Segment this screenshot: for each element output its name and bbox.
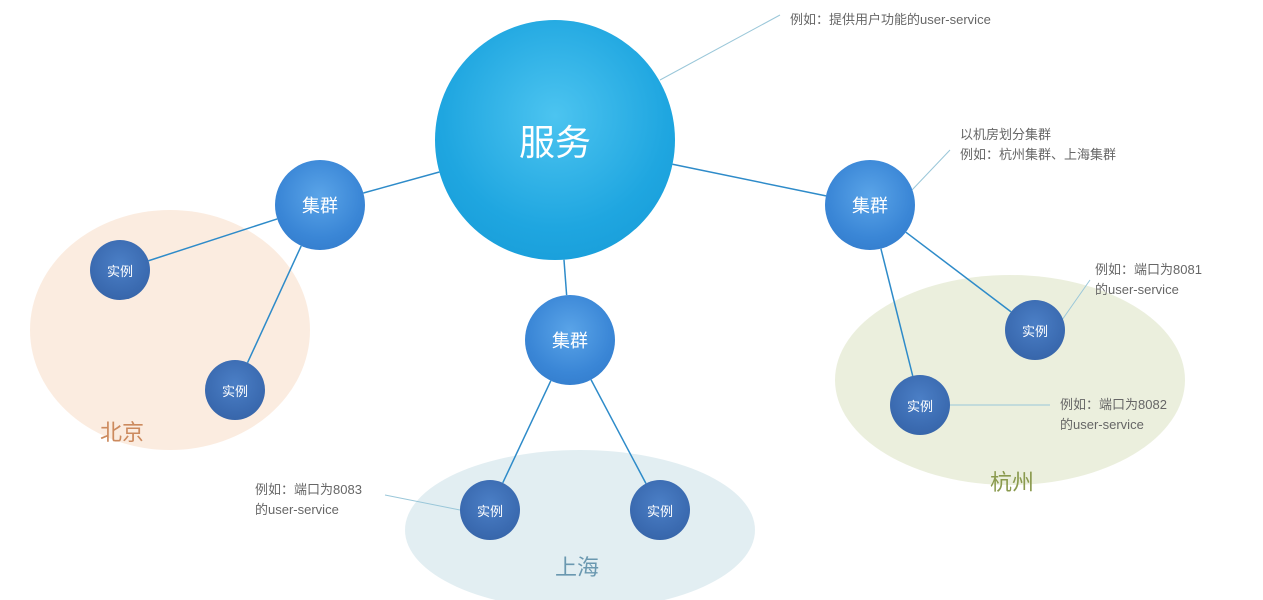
annotation-text-line: 例如：端口为8081	[1095, 260, 1202, 280]
node-cluster_sh: 集群	[525, 295, 615, 385]
node-cluster_bj: 集群	[275, 160, 365, 250]
node-label-cluster_hz: 集群	[852, 192, 888, 218]
node-service: 服务	[435, 20, 675, 260]
region-beijing	[30, 210, 310, 450]
annotation-text-line: 例如：提供用户功能的user-service	[790, 10, 991, 30]
node-cluster_hz: 集群	[825, 160, 915, 250]
annotation-ann_cluster: 以机房划分集群例如：杭州集群、上海集群	[960, 125, 1116, 164]
node-label-inst_sh_1: 实例	[477, 501, 503, 520]
annotation-text-line: 的user-service	[255, 500, 362, 520]
region-hangzhou	[835, 275, 1185, 485]
annotation-ann_service: 例如：提供用户功能的user-service	[790, 10, 991, 30]
annotation-line-ann_service	[660, 15, 780, 80]
node-label-inst_bj_2: 实例	[222, 381, 248, 400]
annotation-text-line: 例如：杭州集群、上海集群	[960, 145, 1116, 165]
annotation-text-line: 的user-service	[1095, 280, 1202, 300]
edge-service-cluster_hz	[673, 164, 826, 196]
annotation-text-line: 例如：端口为8082	[1060, 395, 1167, 415]
annotation-ann_8082: 例如：端口为8082的user-service	[1060, 395, 1167, 434]
edge-service-cluster_sh	[564, 260, 567, 295]
node-label-inst_bj_1: 实例	[107, 261, 133, 280]
node-label-service: 服务	[519, 114, 591, 166]
node-inst_hz_1: 实例	[1005, 300, 1065, 360]
edge-service-cluster_bj	[363, 172, 439, 193]
diagram-canvas: 北京上海杭州服务集群集群集群实例实例实例实例实例实例例如：提供用户功能的user…	[0, 0, 1263, 600]
region-label-beijing: 北京	[100, 415, 144, 447]
node-inst_sh_1: 实例	[460, 480, 520, 540]
node-inst_bj_1: 实例	[90, 240, 150, 300]
annotation-text-line: 例如：端口为8083	[255, 480, 362, 500]
annotation-text-line: 的user-service	[1060, 415, 1167, 435]
annotation-text-line: 以机房划分集群	[960, 125, 1116, 145]
annotation-line-ann_cluster	[912, 150, 950, 190]
node-inst_hz_2: 实例	[890, 375, 950, 435]
node-inst_sh_2: 实例	[630, 480, 690, 540]
node-label-cluster_sh: 集群	[552, 327, 588, 353]
node-label-inst_sh_2: 实例	[647, 501, 673, 520]
annotation-ann_8083: 例如：端口为8083的user-service	[255, 480, 362, 519]
node-label-inst_hz_1: 实例	[1022, 321, 1048, 340]
node-label-cluster_bj: 集群	[302, 192, 338, 218]
region-label-hangzhou: 杭州	[990, 465, 1034, 497]
node-label-inst_hz_2: 实例	[907, 396, 933, 415]
region-label-shanghai: 上海	[555, 550, 599, 582]
annotation-ann_8081: 例如：端口为8081的user-service	[1095, 260, 1202, 299]
node-inst_bj_2: 实例	[205, 360, 265, 420]
